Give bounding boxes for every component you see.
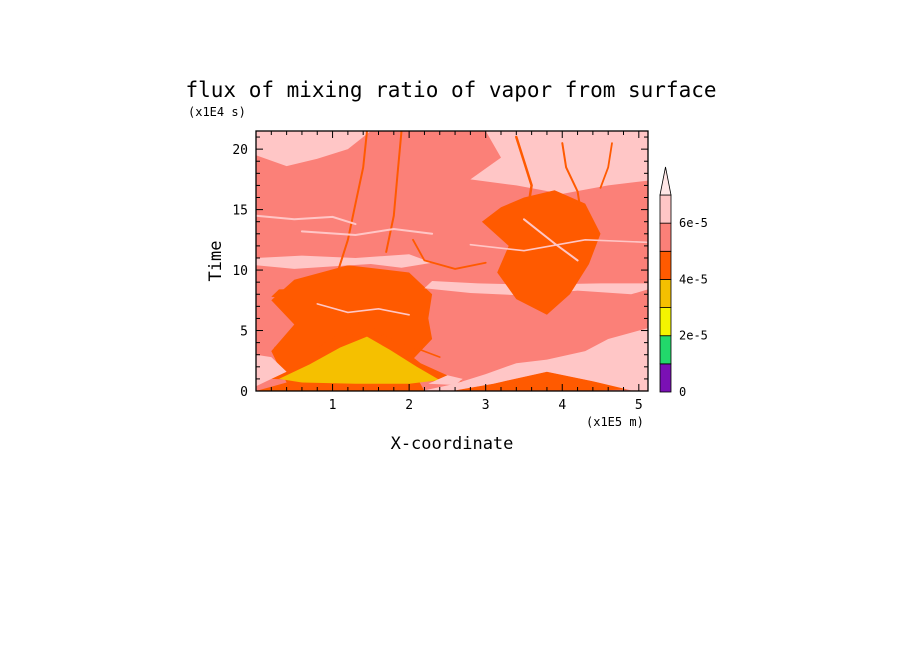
x-axis: 1 2 3 4 5 — [270, 131, 643, 413]
streak-orange-link — [412, 238, 487, 270]
x-tick-label: 3 — [482, 398, 490, 413]
colorbar-label: 4e-5 — [679, 272, 708, 286]
streak-light-lower — [316, 303, 410, 316]
streak-left-vertical — [335, 131, 368, 278]
streak-light-left — [256, 214, 357, 226]
streak-right-top-3 — [599, 142, 613, 189]
y-axis-label: Time — [206, 241, 226, 282]
colorbar-segment — [659, 250, 672, 280]
x-multiplier: (x1E5 m) — [586, 415, 644, 429]
streak-orange-arc — [274, 329, 441, 358]
y-tick-label: 15 — [232, 204, 248, 219]
colorbar-segment — [659, 279, 672, 308]
colorbar-label: 6e-5 — [679, 216, 708, 230]
colorbar-label: 0 — [679, 385, 686, 399]
colorbar: 0 2e-5 4e-5 6e-5 — [659, 166, 708, 399]
contour-streaks — [256, 131, 648, 358]
streak-light-far-right — [469, 238, 648, 252]
y-multiplier: (x1E4 s) — [188, 105, 246, 119]
y-axis: 0 5 10 15 20 — [232, 136, 648, 400]
colorbar-segment — [659, 194, 672, 224]
plot-area — [255, 130, 649, 392]
contour-region-top-left-light — [256, 131, 371, 167]
contour-region-right-light-area — [424, 328, 648, 391]
colorbar-segment — [659, 335, 672, 365]
x-tick-label: 5 — [635, 398, 643, 413]
streak-right-top — [515, 135, 533, 211]
x-tick-label: 1 — [329, 398, 337, 413]
streak-light-right — [523, 218, 579, 262]
contour-region-lower-left-orange-spot — [271, 288, 410, 304]
x-tick-label: 2 — [405, 398, 413, 413]
colorbar-extend-arrow — [659, 166, 672, 196]
streak-mid-vertical — [385, 131, 403, 253]
x-tick-label: 4 — [558, 398, 566, 413]
colorbar-segment — [659, 363, 672, 393]
contour-regions — [256, 131, 648, 391]
streak-right-top-2 — [561, 142, 583, 217]
contour-region-left-low-light — [256, 354, 287, 387]
contour-region-core-yellow — [279, 336, 440, 384]
y-tick-label: 5 — [240, 325, 248, 340]
colorbar-label: 2e-5 — [679, 329, 708, 343]
plot-frame — [255, 130, 649, 392]
x-axis-label: X-coordinate — [391, 434, 514, 454]
y-tick-label: 10 — [232, 264, 248, 279]
y-tick-label: 0 — [240, 385, 248, 400]
colorbar-segment — [659, 222, 672, 252]
contour-region-low-left-light-lens — [428, 375, 463, 385]
contour-region-left-light-band — [256, 254, 433, 269]
contour-region-mid-right-orange — [481, 190, 601, 315]
contour-region-right-low-orange — [455, 371, 632, 391]
streak-light-mid — [300, 227, 434, 237]
y-tick-label: 20 — [232, 143, 248, 158]
colorbar-segment — [659, 307, 672, 337]
chart-title: flux of mixing ratio of vapor from surfa… — [185, 78, 716, 102]
